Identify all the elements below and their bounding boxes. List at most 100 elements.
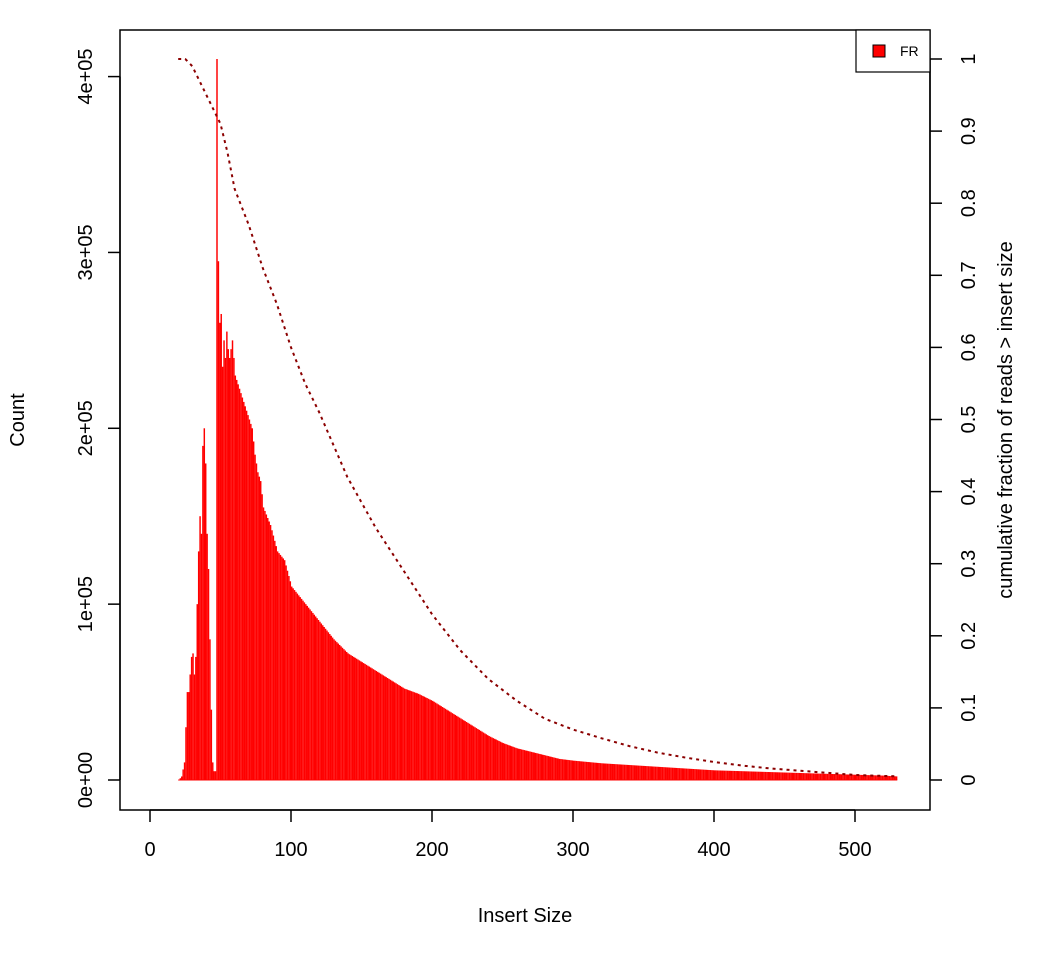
histogram-bar — [272, 535, 275, 780]
histogram-bar — [812, 773, 815, 780]
histogram-bar — [389, 679, 392, 780]
histogram-bar — [890, 776, 892, 780]
histogram-bar — [587, 761, 589, 780]
histogram-bar — [221, 366, 224, 780]
histogram-bar — [869, 775, 871, 780]
histogram-bar — [790, 772, 792, 780]
histogram-bar — [423, 696, 425, 780]
histogram-bar — [344, 650, 347, 780]
histogram-bar — [518, 748, 520, 780]
histogram-bar — [368, 666, 371, 780]
y-axis-title: Count — [7, 393, 29, 447]
histogram-bar — [728, 770, 730, 780]
histogram-bar — [788, 772, 791, 780]
histogram-bar — [705, 769, 707, 780]
histogram-bar — [829, 773, 832, 780]
histogram-bar — [623, 764, 626, 780]
histogram-bar — [715, 770, 717, 780]
histogram-bar — [495, 739, 497, 780]
histogram-bar — [310, 611, 313, 780]
histogram-bar — [209, 639, 211, 780]
histogram-bar — [673, 767, 675, 780]
histogram-bar — [708, 769, 710, 780]
histogram-bar — [455, 715, 458, 780]
x-tick-label: 500 — [838, 839, 871, 861]
histogram-bar — [475, 728, 478, 780]
histogram-bar — [814, 773, 816, 780]
histogram-bar — [563, 759, 565, 780]
histogram-bar — [570, 760, 572, 780]
histogram-bar — [508, 745, 510, 780]
histogram-bar — [795, 772, 798, 780]
histogram-bar — [770, 772, 772, 780]
histogram-bar — [233, 357, 235, 780]
y2-axis-title: cumulative fraction of reads > insert si… — [995, 241, 1017, 598]
histogram-bar — [338, 644, 341, 780]
y2-tick-label: 0.7 — [958, 261, 980, 289]
histogram-bar — [217, 261, 220, 781]
histogram-bar — [419, 694, 421, 780]
histogram-bar — [567, 759, 569, 780]
histogram-bar — [207, 568, 210, 780]
histogram-bar — [561, 759, 564, 780]
histogram-bar — [439, 705, 441, 780]
histogram-bar — [876, 775, 878, 780]
histogram-bar — [276, 551, 279, 780]
histogram-bar — [653, 766, 655, 780]
histogram-bar — [753, 771, 755, 780]
histogram-bar — [737, 771, 740, 780]
histogram-bar — [522, 749, 524, 780]
y2-tick-label: 0.4 — [958, 478, 980, 506]
histogram-bar — [585, 761, 588, 780]
histogram-bar — [739, 771, 741, 780]
histogram-bar — [804, 773, 806, 780]
histogram-bar — [433, 701, 435, 780]
histogram-bar — [568, 760, 571, 780]
histogram-bar — [701, 769, 703, 780]
histogram-bar — [181, 776, 183, 780]
histogram-bar — [319, 621, 321, 780]
histogram-bar — [512, 746, 514, 780]
histogram-bar — [241, 397, 244, 780]
histogram-bar — [450, 712, 452, 780]
histogram-bar — [537, 753, 540, 780]
histogram-bar — [395, 683, 397, 780]
histogram-bar — [424, 697, 427, 780]
histogram-bar — [392, 681, 394, 780]
histogram-bar — [238, 388, 241, 780]
histogram-bar — [780, 772, 782, 780]
histogram-bar — [836, 774, 839, 780]
histogram-bar — [774, 772, 777, 780]
histogram-bar — [592, 762, 595, 780]
histogram-bar — [832, 774, 834, 780]
histogram-bar — [293, 590, 296, 780]
histogram-bar — [214, 771, 217, 780]
histogram-bar — [761, 771, 764, 780]
histogram-bar — [488, 736, 490, 780]
histogram-bar — [501, 742, 503, 780]
histogram-bar — [577, 761, 579, 780]
histogram-bar — [660, 766, 662, 780]
x-tick-label: 0 — [144, 839, 155, 861]
histogram-bar — [220, 313, 222, 780]
histogram-bar — [258, 476, 261, 780]
histogram-bar — [594, 762, 596, 780]
histogram-bar — [264, 510, 266, 780]
histogram-bar — [324, 628, 327, 780]
histogram-bar — [867, 775, 870, 780]
histogram-bar — [616, 764, 619, 780]
histogram-bar — [470, 724, 472, 780]
histogram-bar — [766, 771, 768, 780]
histogram-bar — [843, 774, 846, 780]
histogram-bar — [575, 760, 578, 780]
histogram-bar — [436, 703, 438, 780]
histogram-bar — [193, 674, 196, 780]
histogram-bar — [596, 762, 599, 780]
x-tick-label: 300 — [556, 839, 589, 861]
histogram-bar — [809, 773, 812, 780]
y2-tick-label: 0.9 — [958, 117, 980, 145]
histogram-bar — [529, 751, 531, 780]
histogram-bar — [702, 769, 705, 780]
histogram-bar — [255, 463, 258, 780]
histogram-bar — [336, 642, 338, 780]
